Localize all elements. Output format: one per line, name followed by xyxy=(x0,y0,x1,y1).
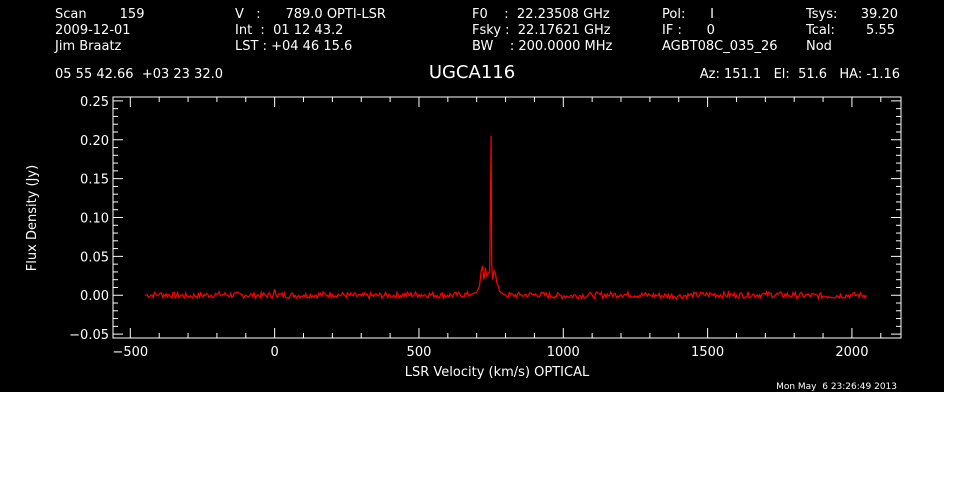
y-tick-label: 0.25 xyxy=(80,95,109,110)
x-tick-label: 500 xyxy=(407,345,432,360)
date-label: 2009-12-01 xyxy=(55,23,131,38)
rest-frequency-label: F0 : 22.23508 GHz xyxy=(472,7,610,22)
plot-frame xyxy=(112,96,902,339)
x-tick-label: 1500 xyxy=(691,345,724,360)
y-tick-label: −0.05 xyxy=(69,328,109,343)
integration-label: Int : 01 12 43.2 xyxy=(235,23,343,38)
tsys-label: Tsys: xyxy=(805,7,837,22)
lst-label: LST : +04 46 15.6 xyxy=(235,39,352,54)
x-tick-label: 1000 xyxy=(547,345,580,360)
bandwidth-label: BW : 200.0000 MHz xyxy=(472,39,613,54)
source-name: UGCA116 xyxy=(429,62,515,83)
y-tick-label: 0.20 xyxy=(80,134,109,149)
tsys-value: 39.20 xyxy=(861,7,898,22)
x-axis-label: LSR Velocity (km/s) OPTICAL xyxy=(405,365,590,380)
velocity-label: V : 789.0 OPTI-LSR xyxy=(235,7,386,22)
spectrum-panel: Scan 159 2009-12-01 Jim Braatz V : 789.0… xyxy=(0,0,944,392)
x-tick-label: −500 xyxy=(112,345,148,360)
x-tick-label: 2000 xyxy=(835,345,868,360)
tcal-value: 5.55 xyxy=(866,23,895,38)
polarization-label: Pol: I xyxy=(662,7,714,22)
observer-label: Jim Braatz xyxy=(54,39,122,54)
sky-frequency-label: Fsky : 22.17621 GHz xyxy=(472,23,611,38)
if-label: IF : 0 xyxy=(662,23,715,38)
tick-labels: −500 0 500 1000 1500 2000 −0.05 0.00 0.05 0.10 0.1… xyxy=(69,95,868,360)
pointing-label: Az: 151.1 El: 51.6 HA: -1.16 xyxy=(700,67,900,82)
y-axis-label: Flux Density (Jy) xyxy=(25,165,40,271)
x-tick-label: 0 xyxy=(271,345,279,360)
project-label: AGBT08C_035_26 xyxy=(662,39,778,54)
coordinates-label: 05 55 42.66 +03 23 32.0 xyxy=(55,67,223,82)
y-tick-label: 0.05 xyxy=(80,250,109,265)
axis-ticks xyxy=(113,97,901,338)
spectrum-chart: Scan 159 2009-12-01 Jim Braatz V : 789.0… xyxy=(25,7,902,392)
tcal-label: Tcal: xyxy=(805,23,835,38)
timestamp-label: Mon May 6 23:26:49 2013 xyxy=(776,382,897,392)
switching-mode-label: Nod xyxy=(806,39,832,54)
spectrum-series-line xyxy=(144,135,867,301)
y-tick-label: 0.00 xyxy=(80,289,109,304)
y-tick-label: 0.10 xyxy=(80,212,109,227)
scan-label: Scan 159 xyxy=(55,7,144,22)
y-tick-label: 0.15 xyxy=(80,173,109,188)
